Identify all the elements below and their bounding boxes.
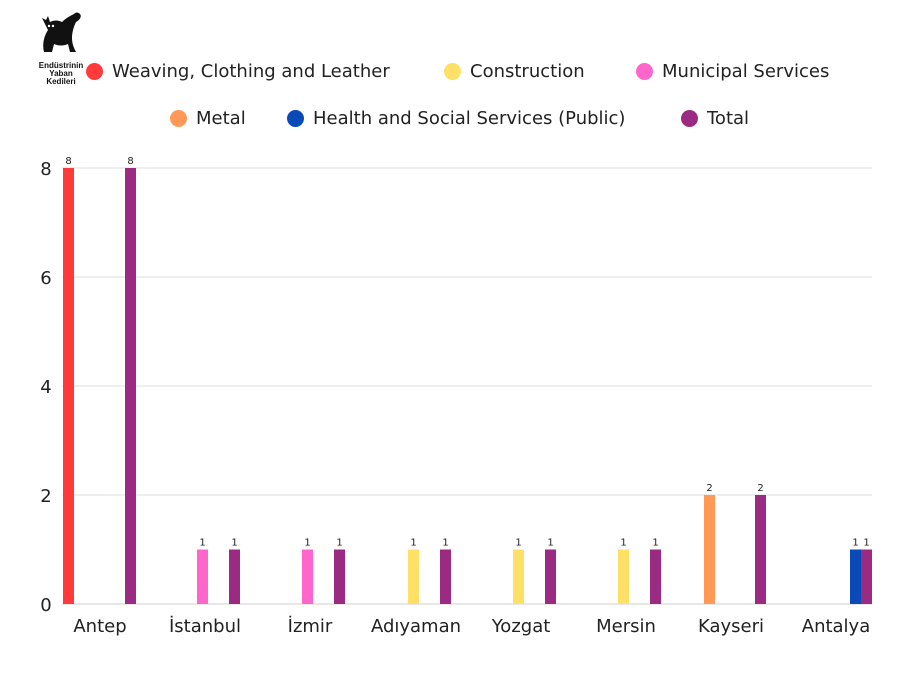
data-label: 1 bbox=[336, 538, 342, 549]
y-tick-label: 6 bbox=[40, 268, 51, 289]
x-tick-label: İzmir bbox=[288, 616, 333, 637]
bar-total-3 bbox=[440, 549, 451, 604]
bar-weaving-clothing-and-leather-0 bbox=[63, 168, 74, 604]
y-tick-label: 2 bbox=[40, 486, 51, 507]
bar-total-4 bbox=[545, 549, 556, 604]
legend-swatch bbox=[287, 110, 304, 127]
bars: 8 81 1 1 1 1 1 1 1 1 12 21 1 bbox=[63, 156, 872, 604]
bar-construction-5 bbox=[618, 549, 629, 604]
data-label: 2 bbox=[706, 483, 712, 494]
y-tick-label: 0 bbox=[40, 595, 51, 616]
logo-text: Endüstrinin Yaban Kedileri bbox=[38, 61, 84, 86]
legend-swatch bbox=[86, 63, 103, 80]
legend-item-weaving-clothing-and-leather: Weaving, Clothing and Leather bbox=[86, 61, 390, 82]
data-label: 1 bbox=[620, 538, 626, 549]
x-tick-label: Yozgat bbox=[491, 616, 551, 637]
legend-swatch bbox=[170, 110, 187, 127]
data-label: 1 bbox=[304, 538, 310, 549]
bar-municipal-services-2 bbox=[302, 549, 313, 604]
grid bbox=[62, 167, 872, 605]
data-label: 1 bbox=[852, 538, 858, 549]
legend-item-construction: Construction bbox=[444, 61, 585, 82]
x-tick-label: Antep bbox=[73, 616, 126, 637]
data-label: 1 bbox=[863, 538, 869, 549]
x-tick-label: Mersin bbox=[596, 616, 656, 637]
x-axis: Antep İstanbul İzmir Adıyaman Yozgat Mersin Ka… bbox=[73, 616, 870, 637]
bar-total-0 bbox=[125, 168, 136, 604]
legend-label: Metal bbox=[196, 108, 246, 129]
data-label: 2 bbox=[757, 483, 763, 494]
bar-construction-3 bbox=[408, 549, 419, 604]
black-cat-icon bbox=[42, 12, 81, 52]
legend-swatch bbox=[681, 110, 698, 127]
bar-total-7 bbox=[861, 549, 872, 604]
legend-item-health-and-social-services-public-: Health and Social Services (Public) bbox=[287, 108, 625, 129]
bar-metal-6 bbox=[704, 495, 715, 604]
x-tick-label: İstanbul bbox=[169, 616, 241, 637]
data-label: 1 bbox=[442, 538, 448, 549]
data-label: 1 bbox=[547, 538, 553, 549]
legend-label: Weaving, Clothing and Leather bbox=[112, 61, 390, 82]
legend-item-municipal-services: Municipal Services bbox=[636, 61, 829, 82]
bar-total-2 bbox=[334, 549, 345, 604]
legend-label: Municipal Services bbox=[662, 61, 830, 82]
y-tick-label: 4 bbox=[40, 377, 51, 398]
legend-swatch bbox=[444, 63, 461, 80]
y-tick-label: 8 bbox=[40, 159, 51, 180]
legend-label: Health and Social Services (Public) bbox=[313, 108, 626, 129]
bar-total-5 bbox=[650, 549, 661, 604]
x-tick-label: Adıyaman bbox=[371, 616, 461, 637]
legend-label: Total bbox=[707, 108, 750, 129]
legend-item-metal: Metal bbox=[170, 108, 246, 129]
bar-total-6 bbox=[755, 495, 766, 604]
data-label: 8 bbox=[127, 156, 133, 167]
legend-label: Construction bbox=[470, 61, 585, 82]
bar-total-1 bbox=[229, 549, 240, 604]
bar-health-and-social-services-public--7 bbox=[850, 549, 861, 604]
data-label: 8 bbox=[65, 156, 71, 167]
data-label: 1 bbox=[515, 538, 521, 549]
data-label: 1 bbox=[410, 538, 416, 549]
x-tick-label: Antalya bbox=[802, 616, 871, 637]
data-label: 1 bbox=[199, 538, 205, 549]
y-axis: 0 2 4 6 8 bbox=[40, 159, 51, 616]
bar-municipal-services-1 bbox=[197, 549, 208, 604]
data-label: 1 bbox=[652, 538, 658, 549]
bar-construction-4 bbox=[513, 549, 524, 604]
x-tick-label: Kayseri bbox=[698, 616, 764, 637]
data-label: 1 bbox=[231, 538, 237, 549]
legend-swatch bbox=[636, 63, 653, 80]
legend-item-total: Total bbox=[681, 108, 749, 129]
logo: Endüstrinin Yaban Kedileri bbox=[30, 8, 92, 86]
